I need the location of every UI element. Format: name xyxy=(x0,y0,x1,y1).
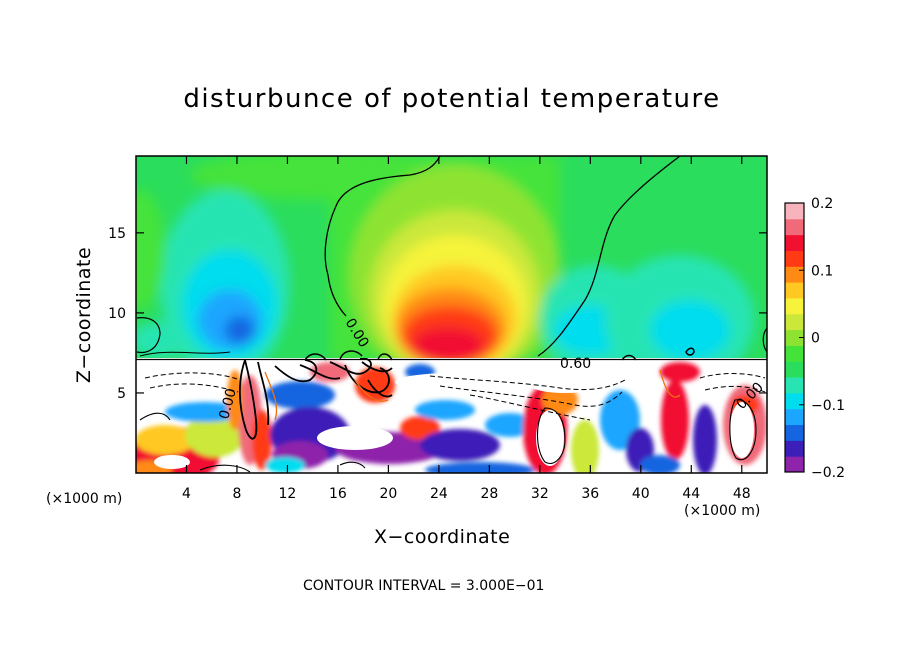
x-tick-label: 28 xyxy=(480,486,498,502)
x-tick-label: 16 xyxy=(329,486,347,502)
colorbar-swatch xyxy=(785,361,804,378)
colorbar-swatch xyxy=(785,282,804,299)
contour-interval-note: CONTOUR INTERVAL = 3.000E−01 xyxy=(303,578,545,594)
chart-title: disturbunce of potential temperature xyxy=(183,84,721,114)
colorbar-tick-label: 0.1 xyxy=(811,263,833,279)
x-tick-label: 36 xyxy=(581,486,599,502)
y-tick-label: 5 xyxy=(117,386,126,402)
y-tick-label: 10 xyxy=(108,306,126,322)
colorbar-swatch xyxy=(785,329,804,346)
colorbar-swatch xyxy=(785,266,804,283)
colorbar-tick-label: −0.1 xyxy=(811,398,845,414)
colorbar-swatch xyxy=(785,297,804,315)
plot-frame xyxy=(135,155,768,474)
colorbar-swatch xyxy=(785,408,804,426)
colorbar-ticks: 0.2 0.1 0 −0.1 −0.2 xyxy=(799,196,845,481)
x-tick-label: 4 xyxy=(182,486,191,502)
colorbar-swatch xyxy=(785,313,804,331)
x-unit-label-left: (×1000 m) xyxy=(46,491,123,507)
colorbar-swatch xyxy=(785,440,804,457)
x-tick-label: 20 xyxy=(379,486,397,502)
colorbar xyxy=(784,202,805,473)
temperature-field xyxy=(136,156,767,473)
colorbar-swatch xyxy=(785,218,804,236)
colorbar-tick-label: 0 xyxy=(811,331,820,347)
colorbar-swatch xyxy=(785,345,804,362)
x-axis-ticks: 4 8 12 16 20 24 28 32 36 40 44 48 xyxy=(182,156,751,502)
colorbar-swatch xyxy=(785,456,804,473)
x-tick-label: 8 xyxy=(232,486,241,502)
upper-field xyxy=(136,156,767,360)
colorbar-tick-label: −0.2 xyxy=(811,465,845,481)
contour-label: 0.00 xyxy=(216,387,240,421)
x-tick-label: 12 xyxy=(279,486,297,502)
x-tick-label: 44 xyxy=(682,486,700,502)
colorbar-swatch xyxy=(785,250,804,267)
y-tick-label: 15 xyxy=(108,226,126,242)
x-tick-label: 24 xyxy=(430,486,448,502)
x-tick-label: 32 xyxy=(531,486,549,502)
x-axis-label: X−coordinate xyxy=(374,526,511,548)
colorbar-swatch xyxy=(785,234,804,251)
colorbar-swatch xyxy=(785,392,804,410)
y-axis-ticks: 5 10 15 xyxy=(108,226,767,402)
x-tick-label: 40 xyxy=(632,486,650,502)
x-unit-label-right: (×1000 m) xyxy=(684,503,761,519)
x-tick-label: 48 xyxy=(733,486,751,502)
colorbar-swatch xyxy=(785,424,804,441)
lower-field xyxy=(136,358,767,473)
colorbar-tick-label: 0.2 xyxy=(811,196,833,212)
colorbar-swatch xyxy=(785,203,804,220)
contour-label: 0.60 xyxy=(560,356,591,372)
colorbar-swatch xyxy=(785,377,804,394)
